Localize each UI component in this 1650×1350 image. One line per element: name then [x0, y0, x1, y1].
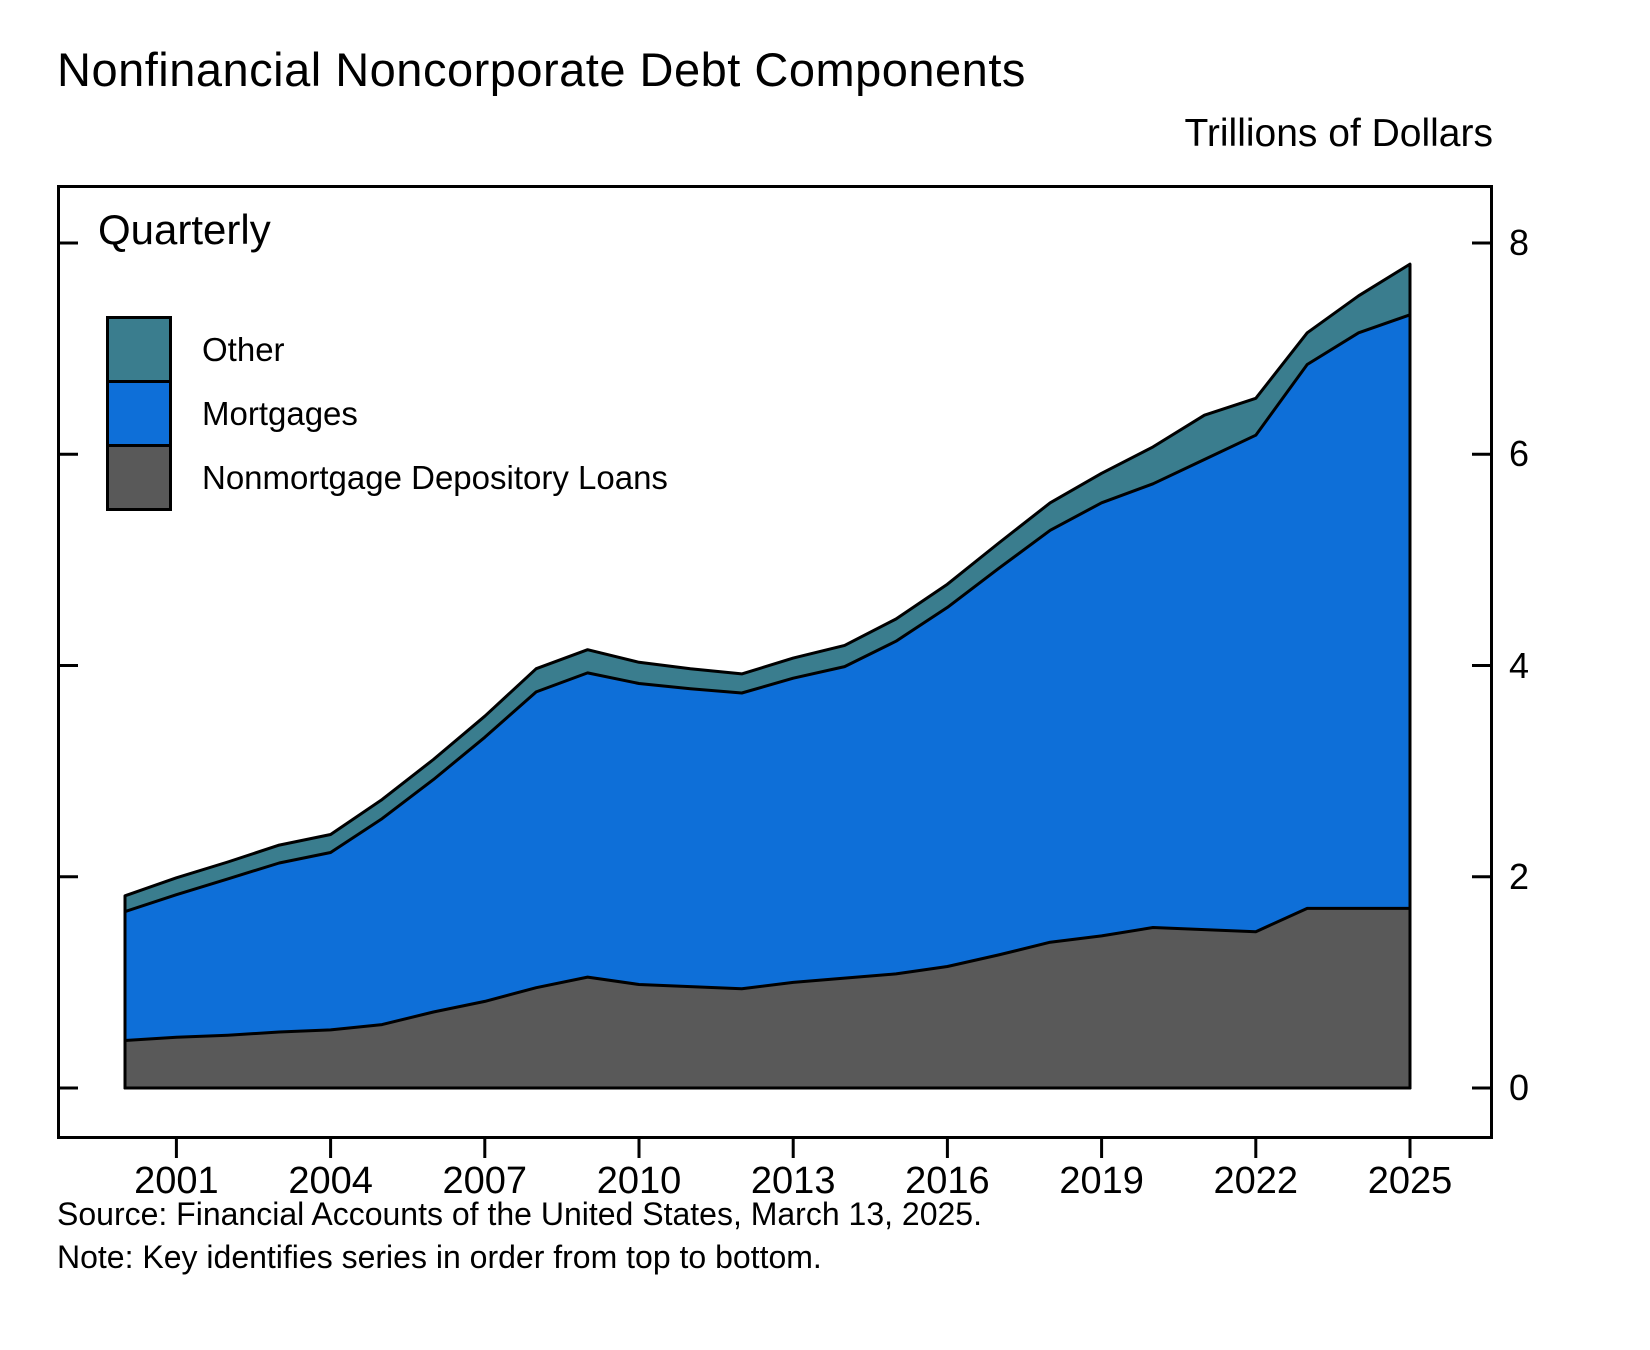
units-label: Trillions of Dollars	[1184, 112, 1493, 155]
source-note: Source: Financial Accounts of the United…	[57, 1196, 982, 1232]
legend-item: Nonmortgage Depository Loans	[106, 444, 668, 511]
y-axis-label-6: 6	[1509, 433, 1530, 475]
stacked-area-plot	[60, 241, 1490, 1158]
order-note: Note: Key identifies series in order fro…	[57, 1239, 822, 1275]
legend-swatch-nonmortgage-depository-loans	[106, 444, 172, 511]
legend-label: Other	[202, 330, 285, 368]
y-axis-label-8: 8	[1509, 222, 1530, 263]
area-nonmortgage-depository-loans	[123, 906, 1412, 1090]
x-axis-label-2022: 2022	[1213, 1160, 1299, 1202]
legend-swatch-mortgages	[106, 380, 172, 447]
legend-item: Mortgages	[106, 380, 668, 447]
legend-label: Nonmortgage Depository Loans	[202, 458, 668, 496]
x-axis-label-2019: 2019	[1059, 1160, 1144, 1202]
y-axis-label-4: 4	[1509, 644, 1530, 686]
frequency-label: Quarterly	[98, 206, 271, 253]
x-axis-label-2025: 2025	[1367, 1160, 1453, 1202]
plot-frame: Quarterly Other Mortgages Nonmortgage Depo…	[57, 185, 1493, 1158]
legend: Other Mortgages Nonmortgage Depository Loa…	[106, 316, 668, 511]
y-axis-label-0: 0	[1509, 1067, 1530, 1108]
page-title: Nonfinancial Noncorporate Debt Component…	[57, 43, 1026, 96]
y-axis-label-2: 2	[1509, 855, 1530, 897]
legend-swatch-other	[106, 316, 172, 383]
legend-item: Other	[106, 316, 668, 383]
area-mortgages	[123, 313, 1412, 1090]
legend-label: Mortgages	[202, 394, 358, 432]
